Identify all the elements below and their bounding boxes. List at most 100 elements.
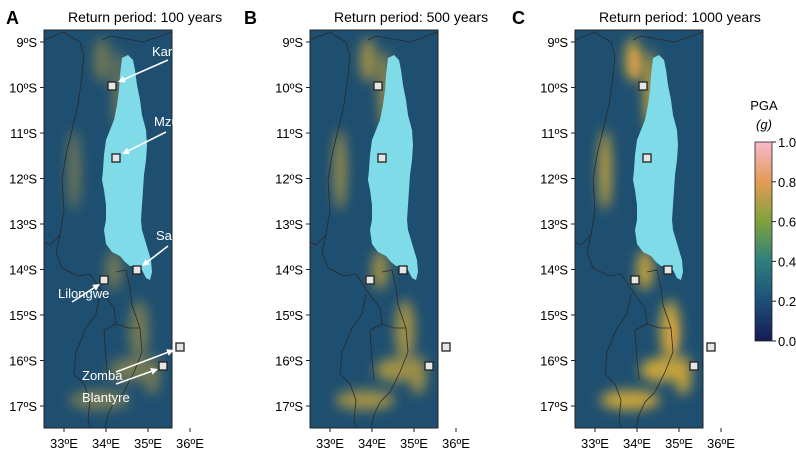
city-marker-zomba: [175, 342, 185, 352]
colorbar-tick-label: 0.8: [778, 175, 796, 190]
lat-label: 13ºS: [275, 217, 303, 232]
panel-letter: A: [6, 8, 19, 28]
lon-label: 36ºE: [707, 436, 735, 451]
city-marker-mzuzu: [377, 153, 387, 163]
panel-title: Return period: 1000 years: [599, 9, 761, 25]
lat-label: 16ºS: [275, 354, 303, 369]
neighbour-border-west: [575, 31, 600, 246]
city-marker-blantyre: [689, 361, 699, 371]
city-label: Blantyre: [82, 390, 130, 405]
label-arrow-head: [92, 284, 100, 291]
lat-label: 11ºS: [10, 126, 37, 141]
lat-label: 14ºS: [540, 263, 568, 278]
lake-malombe: [176, 300, 182, 316]
lake-malombe: [442, 300, 448, 316]
label-arrow-head: [142, 258, 150, 266]
lat-label: 17ºS: [540, 399, 568, 414]
label-arrow: [146, 245, 169, 263]
city-marker-zomba: [441, 342, 451, 352]
city-marker-salima: [663, 265, 673, 275]
lat-label: 11ºS: [276, 126, 303, 141]
lon-label: 35ºE: [134, 436, 162, 451]
colorbar-tick-label: 0.2: [778, 294, 796, 309]
lake-malombe: [707, 300, 713, 316]
panel-letter: C: [512, 8, 525, 28]
country-border: [321, 34, 409, 428]
lat-label: 11ºS: [541, 126, 568, 141]
city-label: Salima: [156, 228, 197, 243]
label-arrow: [123, 59, 169, 81]
lat-label: 10ºS: [275, 81, 303, 96]
country-border: [55, 34, 143, 428]
lat-label: 17ºS: [9, 399, 37, 414]
colorbar: PGA (g) 1.0 0.8 0.6 0.4 0.2 0.0: [750, 98, 796, 349]
lon-label: 34ºE: [92, 436, 120, 451]
lat-label: 14ºS: [275, 263, 303, 278]
label-arrow-head: [122, 147, 130, 154]
lat-label: 13ºS: [9, 217, 37, 232]
city-marker-lilongwe: [365, 275, 375, 285]
lat-label: 16ºS: [9, 354, 37, 369]
city-label: Mzuzu: [154, 114, 192, 129]
colorbar-tick-label: 0.0: [778, 334, 796, 349]
city-marker-zomba: [706, 342, 716, 352]
lat-label: 14ºS: [9, 263, 37, 278]
colorbar-tick-label: 1.0: [778, 135, 796, 150]
lon-label: 34ºE: [358, 436, 386, 451]
panel-title: Return period: 500 years: [334, 9, 488, 25]
map-frame: [43, 29, 173, 429]
lon-label: 35ºE: [665, 436, 693, 451]
map-panel-c: C Return period: 1000 years 9ºS 10ºS 11ºS 12º…: [512, 8, 761, 451]
city-marker-lilongwe: [630, 275, 640, 285]
city-label: Karonga: [152, 44, 202, 59]
lat-label: 15ºS: [540, 308, 568, 323]
city-marker-salima: [132, 265, 142, 275]
lat-label: 9ºS: [282, 35, 303, 50]
lat-label: 16ºS: [540, 354, 568, 369]
city-label: Lilongwe: [58, 286, 109, 301]
lat-label: 17ºS: [275, 399, 303, 414]
lon-label: 34ºE: [623, 436, 651, 451]
label-arrow-head: [150, 368, 158, 375]
map-panel-b: B Return period: 500 years 9ºS 10ºS 11ºS 12ºS…: [244, 8, 488, 451]
lake-malawi: [633, 55, 683, 280]
map-frame: [309, 29, 439, 429]
lon-label: 33ºE: [316, 436, 344, 451]
city-marker-salima: [398, 265, 408, 275]
colorbar-title: PGA: [750, 98, 778, 113]
lat-label: 10ºS: [540, 81, 568, 96]
lon-label: 36ºE: [442, 436, 470, 451]
city-marker-karonga: [107, 81, 117, 91]
lake-malawi: [368, 55, 418, 280]
city-marker-karonga: [373, 81, 383, 91]
panel-letter: B: [244, 8, 257, 28]
lat-label: 9ºS: [16, 35, 37, 50]
lat-label: 13ºS: [540, 217, 568, 232]
neighbour-border-east: [632, 31, 703, 381]
neighbour-border-west: [310, 31, 335, 246]
city-marker-mzuzu: [111, 153, 121, 163]
panel-title: Return period: 100 years: [68, 9, 222, 25]
colorbar-unit: (g): [756, 117, 772, 132]
neighbour-border-east: [367, 31, 438, 381]
label-arrow: [127, 131, 167, 153]
label-arrow: [115, 370, 153, 385]
colorbar-tick-label: 0.6: [778, 215, 796, 230]
lon-label: 33ºE: [50, 436, 78, 451]
lon-label: 35ºE: [400, 436, 428, 451]
lat-label: 12ºS: [275, 172, 303, 187]
city-marker-blantyre: [158, 361, 168, 371]
lon-label: 36ºE: [176, 436, 204, 451]
label-arrow: [115, 351, 169, 373]
colorbar-scale: [754, 141, 773, 342]
lat-label: 12ºS: [540, 172, 568, 187]
lat-label: 9ºS: [547, 35, 568, 50]
city-marker-blantyre: [424, 361, 434, 371]
lat-label: 12ºS: [9, 172, 37, 187]
lat-label: 15ºS: [275, 308, 303, 323]
lat-label: 15ºS: [9, 308, 37, 323]
label-arrow-head: [166, 349, 174, 356]
lake-malawi: [102, 55, 152, 280]
city-marker-lilongwe: [99, 275, 109, 285]
